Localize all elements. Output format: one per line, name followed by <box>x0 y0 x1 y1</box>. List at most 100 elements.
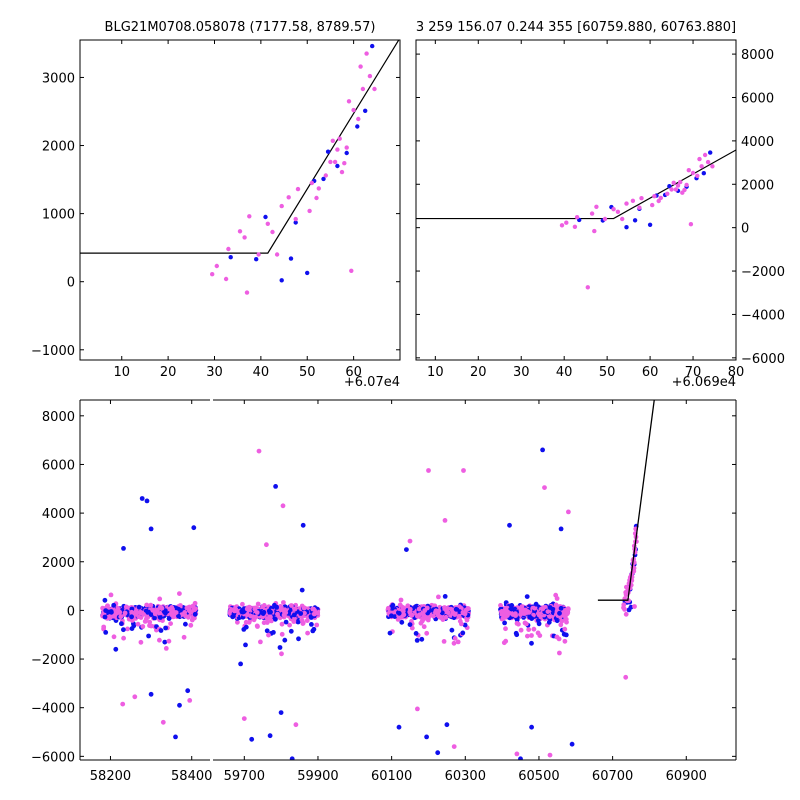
season1-outlier-pink-2 <box>264 542 269 548</box>
top-left-series1-point-23 <box>332 159 338 165</box>
top-left-series1-point-13 <box>286 195 291 200</box>
top-left-series1-point-33 <box>358 64 363 69</box>
season3-outlier-pink-0 <box>542 485 547 490</box>
top-right-series1-point-24 <box>675 183 681 188</box>
season2-point-490 <box>449 607 455 613</box>
season2-point-454 <box>414 638 420 643</box>
season2-point-433 <box>416 606 422 612</box>
season2-point-323 <box>398 597 404 603</box>
season3-point-509 <box>562 626 568 632</box>
top-right-plot-area <box>416 149 736 290</box>
top-right-series1-point-37 <box>702 152 708 158</box>
top-right-series1-point-36 <box>710 164 715 169</box>
top-left-panel: 10 20 30 40 50 60 −1000 0 1000 2000 3000 <box>31 39 401 380</box>
season1-point-486 <box>273 616 278 622</box>
season0-point-516 <box>146 609 152 615</box>
season1-point-513 <box>298 611 304 616</box>
season1-point-283 <box>279 631 285 637</box>
season1-point-515 <box>292 606 298 612</box>
top-right-xtick-label-10: 10 <box>427 365 444 380</box>
top-right-xtick-label-60: 60 <box>642 365 659 380</box>
rise-series1-point-30 <box>632 604 637 609</box>
season0-point-364 <box>166 638 172 644</box>
season0-outlier-blue-7 <box>173 734 178 740</box>
season3-point-507 <box>523 607 528 613</box>
season0-outlier-blue-6 <box>185 688 191 694</box>
season2-point-378 <box>443 614 449 620</box>
season1-point-19 <box>235 619 240 625</box>
season3-outlier-pink-1 <box>566 509 571 515</box>
top-right-series1-point-20 <box>665 191 670 196</box>
top-left-series1-point-29 <box>346 99 352 104</box>
season1-point-402 <box>279 621 285 627</box>
season3-point-186 <box>524 594 530 599</box>
season2-outlier-blue-3 <box>396 724 402 730</box>
season0-outlier-blue-2 <box>148 526 154 532</box>
season0-point-517 <box>150 607 156 613</box>
season3-outlier-blue-5 <box>529 724 534 730</box>
top-right-xtick-label-80: 80 <box>728 365 745 380</box>
bottom-ytick-label-0: 0 <box>67 604 75 619</box>
season1-outlier-blue-3 <box>289 756 295 760</box>
season3-outlier-blue-2 <box>558 526 564 532</box>
season2-point-457 <box>444 606 450 612</box>
season2-point-511 <box>463 607 469 613</box>
bottom-ytick-label-6000: 6000 <box>42 458 75 473</box>
top-right-ytick-label-6000: 6000 <box>741 91 774 106</box>
season2-point-410 <box>451 640 457 646</box>
season3-point-434 <box>514 621 520 626</box>
bottom-xtick-label-60900: 60900 <box>666 769 707 784</box>
season1-point-503 <box>241 627 247 632</box>
top-left-series1-point-7 <box>247 214 252 219</box>
season0-point-519 <box>103 608 109 613</box>
top-right-x-offset: +6.069e4 <box>672 375 736 390</box>
season2-point-517 <box>407 606 413 612</box>
top-right-series1-point-13 <box>630 198 636 203</box>
season0-point-502 <box>169 611 175 617</box>
season0-point-514 <box>147 619 153 625</box>
top-left-series1-point-22 <box>330 138 335 143</box>
top-left-series1-point-17 <box>309 180 315 186</box>
season2-point-40 <box>419 636 425 642</box>
top-left-series1-point-37 <box>364 51 369 56</box>
season1-point-148 <box>305 630 310 636</box>
season0-point-499 <box>129 609 135 615</box>
season3-point-362 <box>564 619 569 625</box>
bottom-xtick-label-60100: 60100 <box>371 769 412 784</box>
season2-point-36 <box>436 594 441 600</box>
season0-outlier-pink-3 <box>132 694 138 700</box>
season0-point-126 <box>183 621 188 627</box>
season0-point-508 <box>117 609 123 615</box>
top-left-series1-point-3 <box>226 246 231 252</box>
season0-point-503 <box>129 614 135 620</box>
top-right-series1-point-0 <box>559 223 565 228</box>
top-right-series1-point-5 <box>589 211 595 216</box>
season1-point-485 <box>261 609 267 615</box>
top-left-series1-point-2 <box>223 276 229 282</box>
top-left-series1-point-28 <box>344 145 349 150</box>
season2-point-497 <box>445 610 451 616</box>
top-left-series0-point-4 <box>288 256 294 261</box>
season2-outlier-pink-0 <box>426 468 431 473</box>
season0-outlier-pink-0 <box>160 719 166 725</box>
top-right-series1-point-12 <box>624 201 629 206</box>
season3-point-244 <box>529 633 534 638</box>
bottom-ytick-label--6000: −6000 <box>31 750 75 765</box>
season0-point-507 <box>118 614 124 620</box>
season0-point-498 <box>158 628 164 633</box>
season2-point-518 <box>385 605 391 611</box>
season0-point-495 <box>192 607 198 612</box>
season3-point-115 <box>562 638 568 644</box>
season1-point-511 <box>291 612 297 618</box>
top-right-xtick-label-30: 30 <box>513 365 530 380</box>
top-right-series1-point-35 <box>705 159 711 165</box>
season0-point-397 <box>111 634 117 640</box>
season1-point-501 <box>230 614 236 620</box>
season0-point-430 <box>168 621 174 626</box>
top-left-series0-point-11 <box>344 150 349 156</box>
season3-point-468 <box>500 616 506 621</box>
season1-point-406 <box>304 618 310 623</box>
season1-point-168 <box>296 636 301 642</box>
bottom-ytick-label-8000: 8000 <box>42 410 75 425</box>
